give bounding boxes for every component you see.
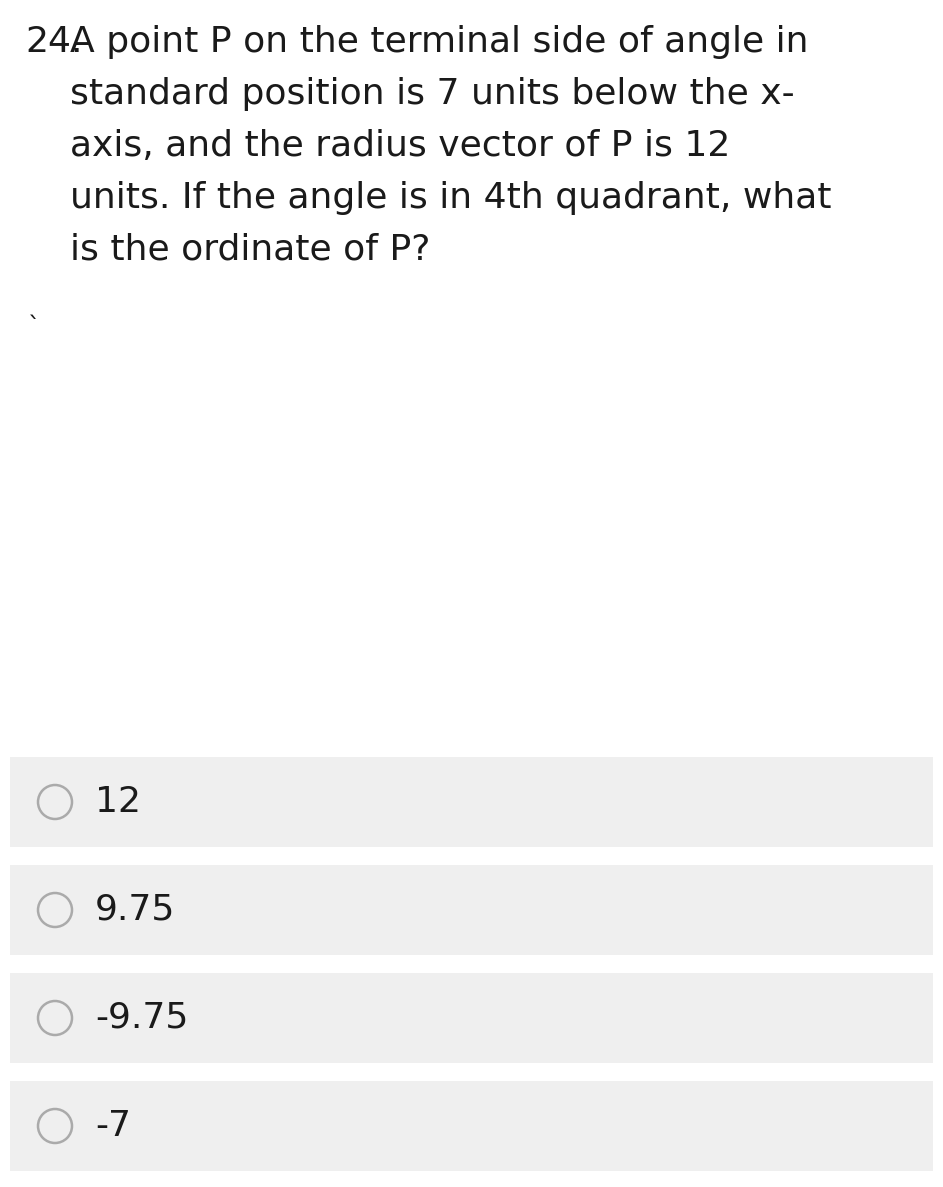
FancyBboxPatch shape — [10, 1081, 933, 1172]
Text: -7: -7 — [95, 1109, 131, 1143]
Text: 24.: 24. — [25, 25, 82, 59]
Text: 9.75: 9.75 — [95, 893, 175, 927]
Text: ˋ: ˋ — [28, 315, 41, 339]
FancyBboxPatch shape — [10, 865, 933, 956]
Text: is the ordinate of P?: is the ordinate of P? — [70, 233, 430, 267]
Text: standard position is 7 units below the x-: standard position is 7 units below the x… — [70, 77, 795, 112]
Text: units. If the angle is in 4th quadrant, what: units. If the angle is in 4th quadrant, … — [70, 180, 832, 215]
Text: -9.75: -9.75 — [95, 1001, 189, 1035]
FancyBboxPatch shape — [10, 973, 933, 1064]
Text: 12: 12 — [95, 785, 141, 819]
Text: A point P on the terminal side of angle in: A point P on the terminal side of angle … — [70, 25, 808, 59]
Text: axis, and the radius vector of P is 12: axis, and the radius vector of P is 12 — [70, 129, 731, 163]
FancyBboxPatch shape — [10, 757, 933, 848]
